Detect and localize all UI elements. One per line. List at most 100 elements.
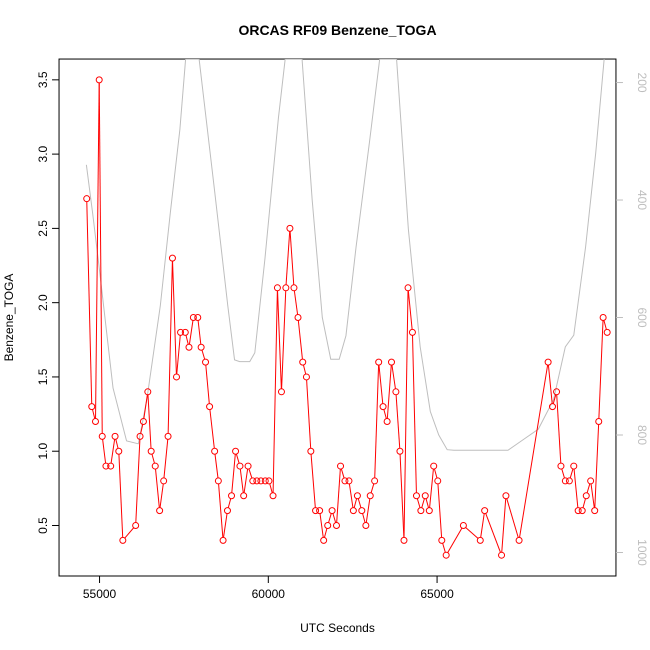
data-point — [570, 462, 578, 470]
series-segment — [201, 349, 206, 360]
data-point — [502, 492, 510, 500]
series-layer — [83, 59, 611, 559]
y-tick-label: 2.0 — [36, 294, 50, 311]
data-point — [147, 447, 155, 455]
series-segment — [547, 365, 553, 404]
series-segment — [289, 231, 295, 285]
data-point — [553, 388, 561, 396]
y2-tick-label: 600 — [635, 308, 649, 328]
y-tick-label: 1.5 — [36, 368, 50, 385]
data-point — [316, 507, 324, 515]
data-point — [582, 492, 590, 500]
data-point — [345, 477, 353, 485]
data-point — [102, 462, 110, 470]
data-point — [328, 507, 336, 515]
series-segment — [370, 483, 375, 494]
data-point — [459, 521, 467, 529]
data-point — [265, 477, 273, 485]
series-segment — [159, 483, 164, 508]
plot-box — [58, 58, 617, 577]
series-segment — [506, 498, 519, 538]
data-point — [132, 521, 140, 529]
data-point — [515, 536, 523, 544]
data-point — [95, 76, 103, 84]
data-point — [98, 432, 106, 440]
series-segment — [395, 394, 401, 449]
y-axis: 0.5 1.0 1.5 2.0 2.5 3.0 3.5 — [36, 71, 60, 534]
data-point — [261, 477, 269, 485]
data-point — [332, 521, 340, 529]
y-tick-label: 2.5 — [36, 220, 50, 237]
series-segment — [569, 468, 574, 479]
series-segment — [429, 469, 434, 508]
series-segment — [95, 82, 100, 419]
series-segment — [293, 290, 299, 315]
data-point — [375, 358, 383, 366]
x-axis: 55000 60000 65000 — [83, 575, 454, 601]
series-segment — [143, 394, 148, 419]
data-point — [557, 462, 565, 470]
series-segment — [582, 498, 586, 508]
y2-tick-label: 1000 — [635, 539, 649, 566]
series-segment — [323, 528, 328, 538]
series-segment — [501, 498, 507, 553]
series-segment — [425, 498, 430, 508]
series-segment — [442, 543, 446, 553]
data-point — [587, 477, 595, 485]
data-point — [115, 447, 123, 455]
series-segment — [239, 468, 244, 493]
series-segment — [552, 394, 557, 404]
data-point — [228, 492, 236, 500]
series-segment — [297, 320, 303, 360]
y2-tick-label: 200 — [635, 73, 649, 93]
series-segment — [556, 394, 562, 464]
data-point — [214, 477, 222, 485]
data-point — [253, 477, 261, 485]
data-point — [371, 477, 379, 485]
data-point — [425, 507, 433, 515]
series-segment — [383, 409, 387, 419]
data-point — [223, 507, 231, 515]
series-segment — [155, 469, 160, 508]
series-segment — [332, 513, 337, 523]
data-point — [299, 358, 307, 366]
series-segment — [416, 498, 421, 508]
data-point — [421, 492, 429, 500]
series-segment — [227, 498, 232, 508]
series-segment — [302, 364, 307, 375]
x-tick-label: 65000 — [420, 587, 454, 601]
data-point — [349, 507, 357, 515]
data-point — [273, 284, 281, 292]
data-point — [206, 403, 214, 411]
series-segment — [243, 468, 249, 493]
series-segment — [185, 335, 189, 345]
series-primary — [83, 76, 611, 559]
data-point — [561, 477, 569, 485]
data-point — [438, 536, 446, 544]
series-segment — [98, 82, 103, 434]
series-segment — [378, 365, 384, 404]
data-point — [544, 358, 552, 366]
data-point — [353, 492, 361, 500]
series-segment — [248, 468, 253, 479]
plot-frame — [58, 58, 617, 577]
series-segment — [147, 394, 152, 449]
data-point — [324, 521, 332, 529]
series-segment — [281, 290, 287, 389]
data-point — [434, 477, 442, 485]
data-point — [549, 403, 556, 411]
series-segment — [205, 365, 210, 404]
series-segment — [135, 439, 141, 523]
data-point — [88, 403, 96, 411]
series-segment — [603, 320, 607, 330]
y-tick-label: 3.5 — [36, 71, 50, 88]
data-point — [107, 462, 115, 470]
series-segment — [176, 335, 181, 374]
series-segment — [285, 231, 291, 285]
data-point — [574, 507, 582, 515]
data-point — [481, 507, 489, 515]
data-point — [211, 447, 219, 455]
series-segment — [235, 453, 240, 464]
series-segment — [391, 364, 396, 389]
